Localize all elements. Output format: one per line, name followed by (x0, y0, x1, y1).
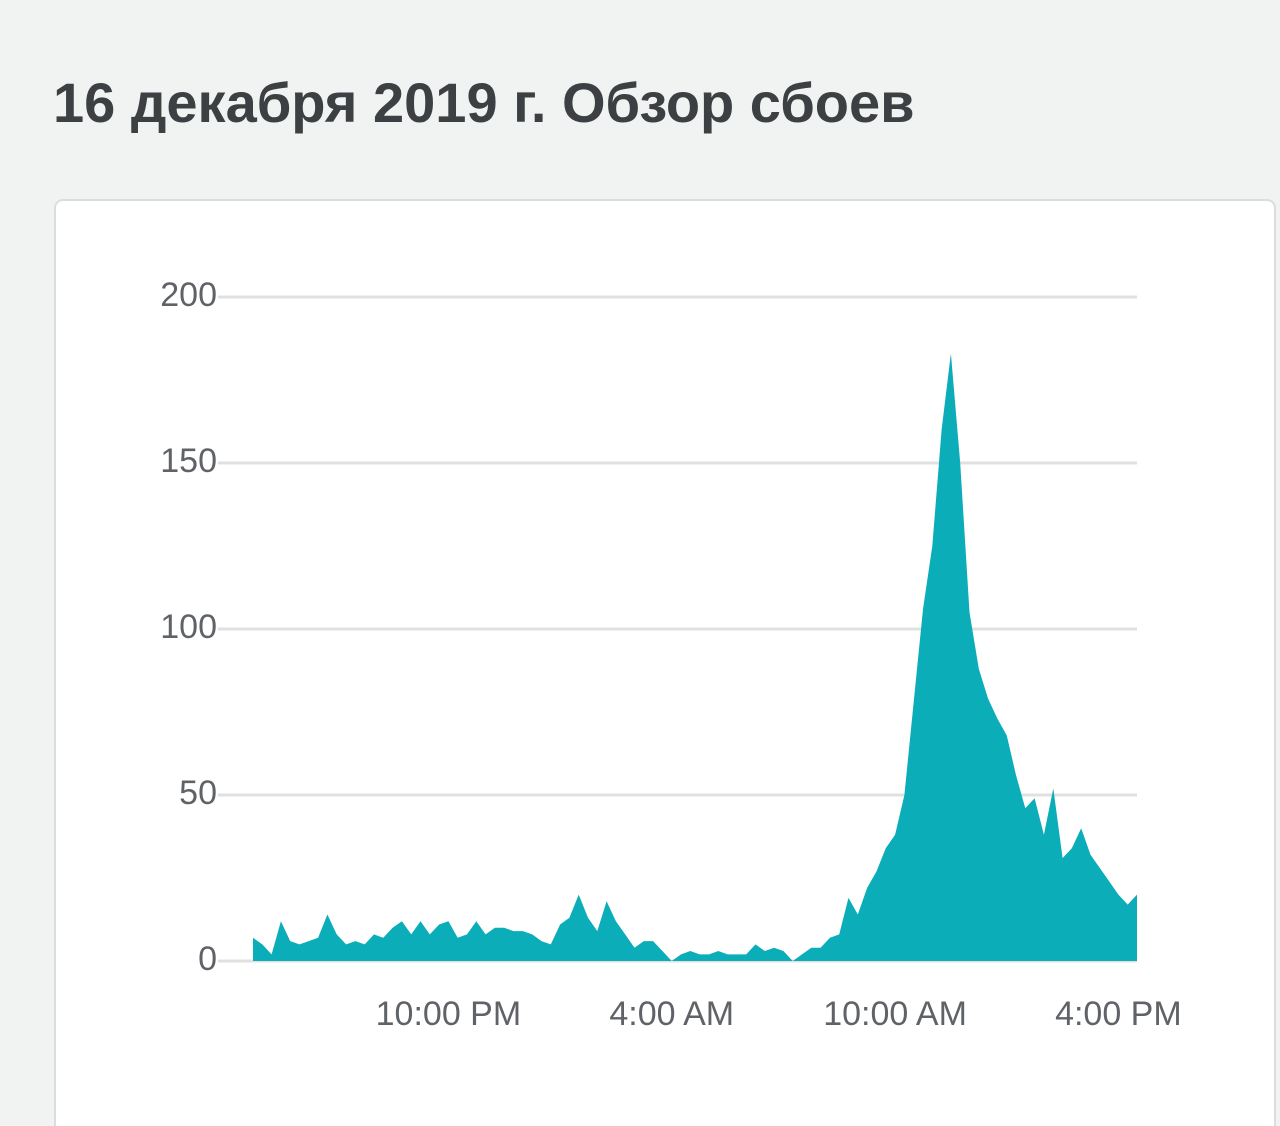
y-tick-label: 100 (160, 608, 217, 646)
chart-card (54, 199, 1276, 1126)
x-tick-label: 10:00 PM (376, 995, 522, 1033)
x-tick-label: 4:00 AM (609, 995, 734, 1033)
y-tick-label: 0 (198, 940, 217, 978)
y-tick-label: 200 (160, 276, 217, 314)
x-tick-label: 4:00 PM (1055, 995, 1182, 1033)
x-tick-label: 10:00 AM (823, 995, 967, 1033)
area (253, 353, 1137, 961)
y-tick-label: 150 (160, 442, 217, 480)
y-tick-label: 50 (179, 774, 217, 812)
page-title: 16 декабря 2019 г. Обзор сбоев (53, 71, 915, 134)
